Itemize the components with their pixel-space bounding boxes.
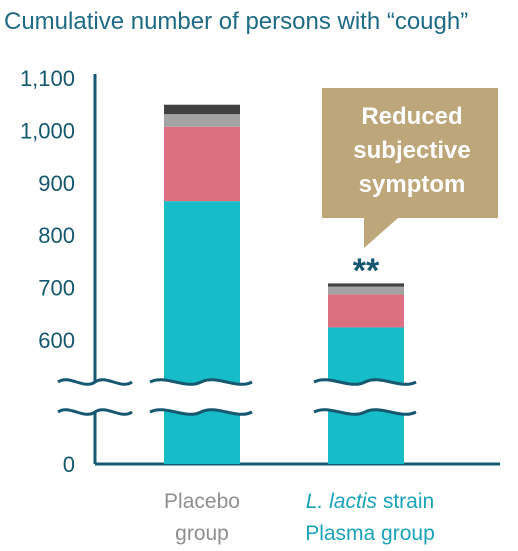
bar-segment [164, 114, 240, 127]
y-tick-label: 900 [38, 171, 75, 196]
bar-segment [328, 283, 404, 287]
callout-line: symptom [359, 171, 466, 198]
y-tick-label: 700 [38, 276, 75, 301]
y-tick-label: 0 [63, 452, 75, 477]
axis-break-mark [57, 378, 133, 416]
bar-segment [164, 126, 240, 202]
y-tick-label: 1,100 [20, 66, 75, 91]
bar-segment [328, 294, 404, 328]
y-tick-label: 800 [38, 223, 75, 248]
significance-marker: ** [353, 252, 380, 290]
y-tick-label: 1,000 [20, 118, 75, 143]
bar-segment [164, 201, 240, 464]
axis-break-mark [313, 378, 417, 416]
category-label: group [175, 522, 229, 545]
axis-layer: 0 600 700 800 900 1,000 1,100 [20, 66, 500, 477]
annotation-callout: Reduced subjective symptom ** [322, 88, 498, 290]
bar-segment [164, 104, 240, 115]
chart-title: Cumulative number of persons with “cough… [4, 8, 468, 35]
callout-box [322, 88, 498, 248]
category-labels: Placebo group L. lactis strain Plasma group [164, 490, 435, 545]
callout-line: subjective [353, 137, 470, 164]
category-label: L. lactis strain [306, 490, 434, 513]
category-label: Plasma group [305, 522, 435, 545]
y-tick-label: 600 [38, 328, 75, 353]
callout-line: Reduced [361, 103, 462, 130]
axis-break-marks [57, 378, 417, 416]
axis-break-mark [149, 378, 253, 416]
category-label: Placebo [164, 490, 240, 513]
bar-segment [328, 286, 404, 295]
